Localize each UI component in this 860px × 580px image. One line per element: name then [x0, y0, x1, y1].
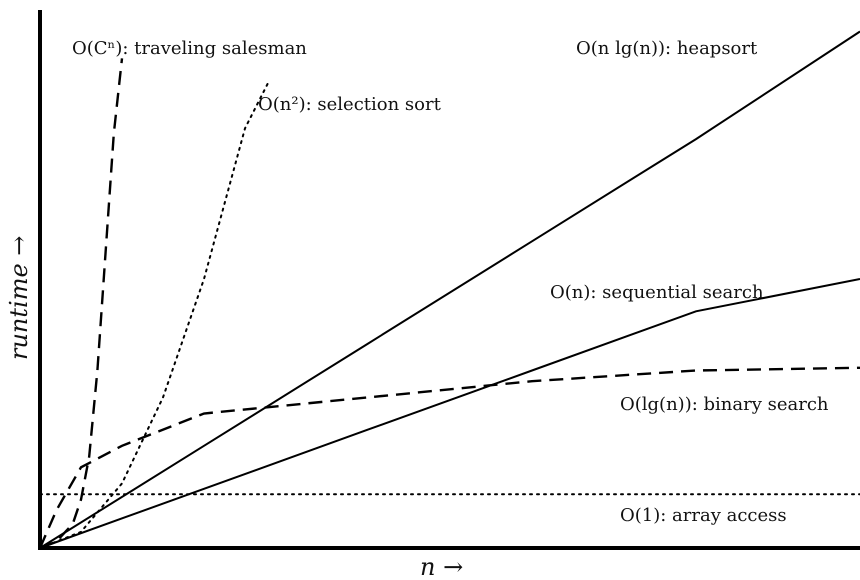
label-selection-sort: O(n²): selection sort: [258, 94, 442, 115]
label-sequential-search: O(n): sequential search: [550, 282, 764, 303]
curves: [38, 30, 860, 550]
series-line-3: [39, 30, 860, 549]
label-traveling-salesman: O(Cⁿ): traveling salesman: [72, 38, 307, 59]
x-axis-label: n →: [420, 553, 463, 580]
series-line-2: [39, 78, 271, 549]
series-line-4: [39, 278, 860, 549]
series-line-1: [39, 58, 124, 550]
label-binary-search: O(lg(n)): binary search: [620, 394, 829, 415]
label-heapsort: O(n lg(n)): heapsort: [576, 38, 758, 59]
y-axis-label: runtime →: [5, 236, 33, 360]
label-array-access: O(1): array access: [620, 505, 787, 526]
series-line-5: [38, 366, 860, 549]
